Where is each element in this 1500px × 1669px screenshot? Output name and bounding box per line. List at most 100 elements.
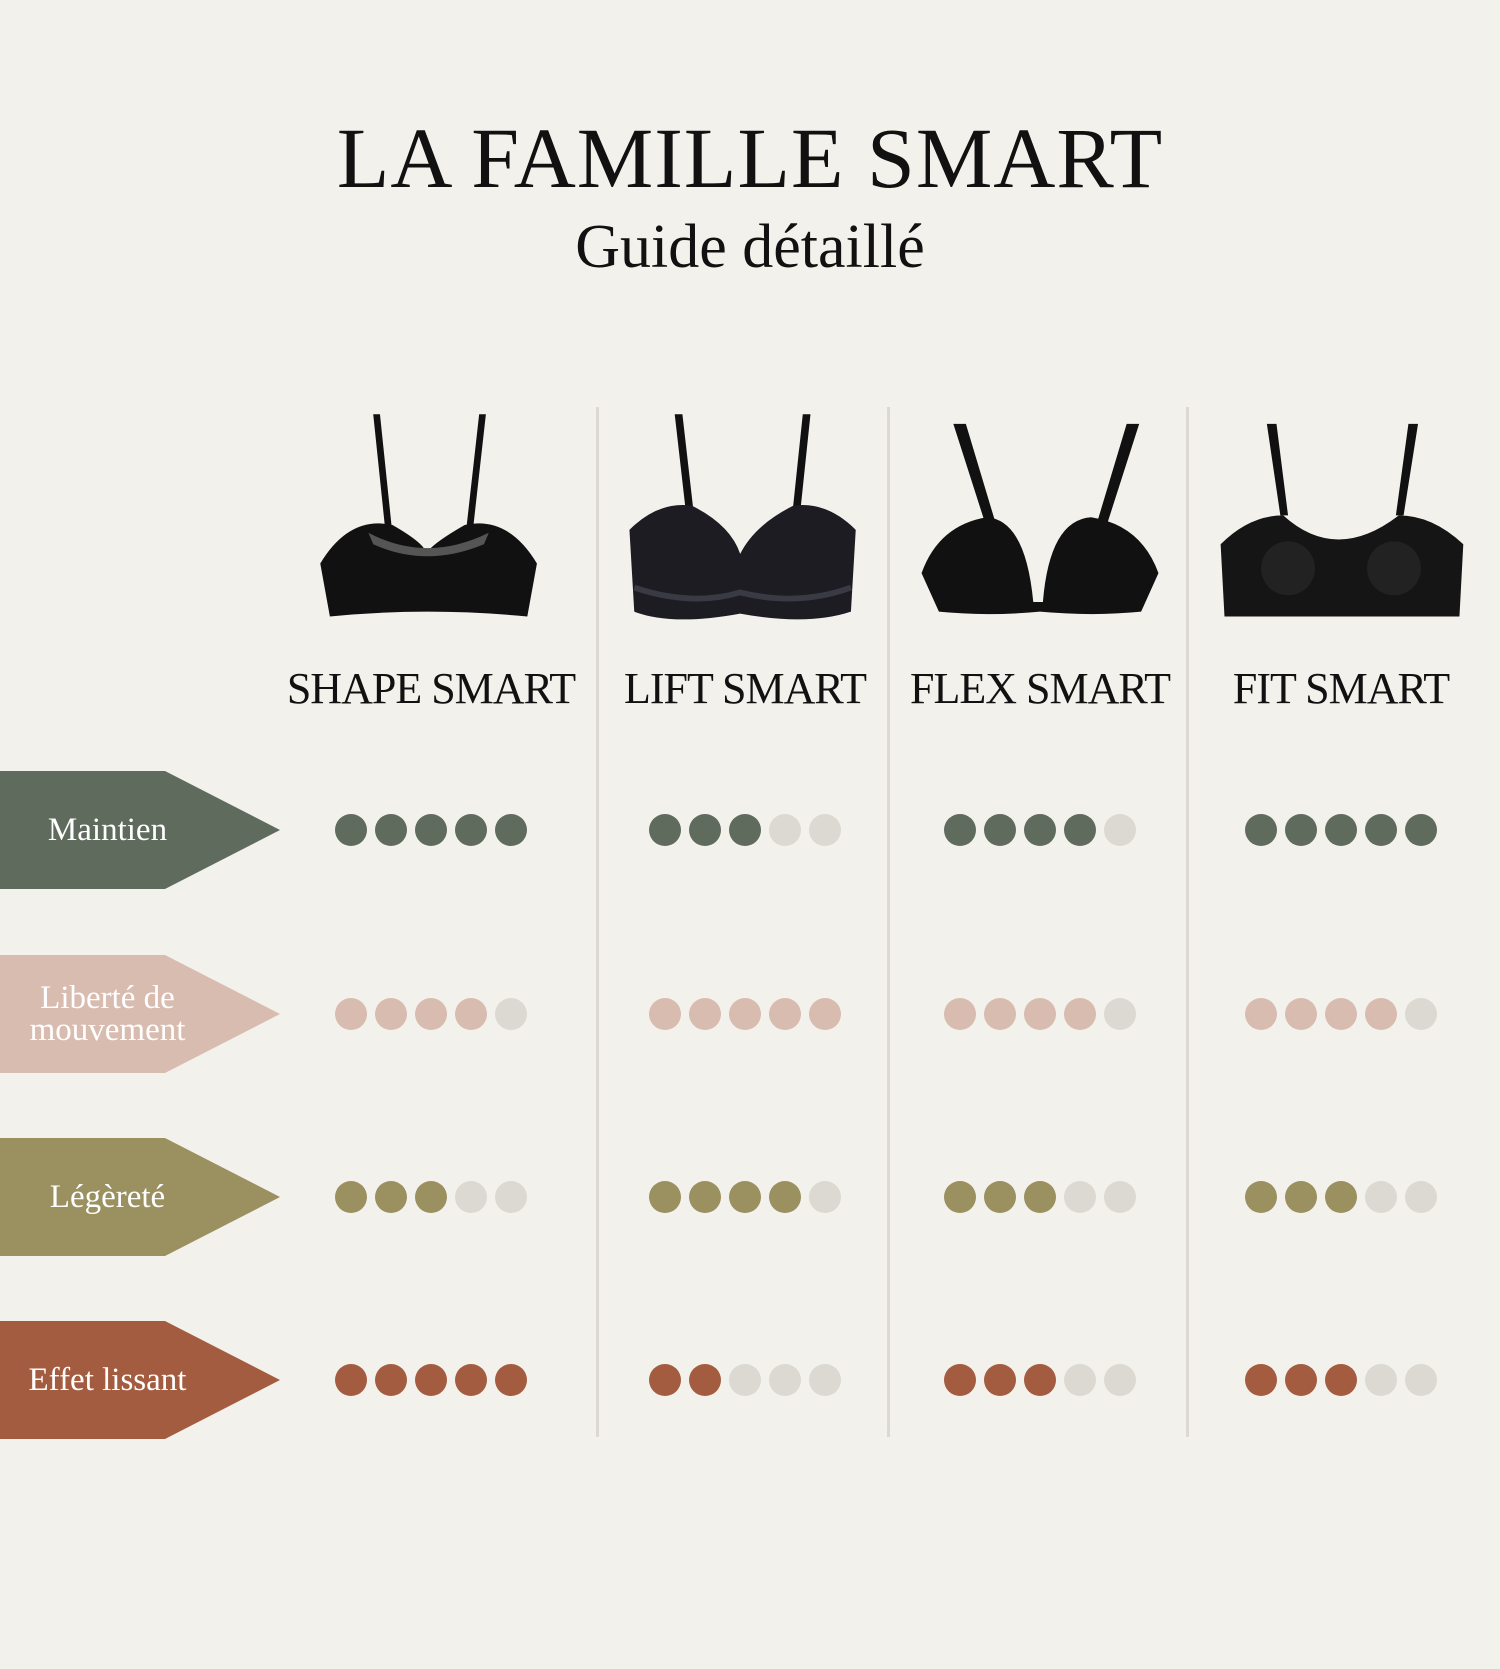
rating-dot-filled bbox=[1325, 1364, 1357, 1396]
rating-dot-filled bbox=[649, 1181, 681, 1213]
column-divider bbox=[596, 407, 599, 1437]
product-name: FIT SMART bbox=[1232, 664, 1450, 713]
product-image-black-wireless-plunge-bra bbox=[921, 423, 1159, 615]
rating-dot-filled bbox=[335, 1364, 367, 1396]
product-image-black-smooth-bra bbox=[320, 414, 537, 617]
column-divider bbox=[1186, 407, 1189, 1437]
rating-dot-filled bbox=[1245, 998, 1277, 1030]
rating-dot-empty bbox=[1365, 1181, 1397, 1213]
product-column-1: SHAPE SMART bbox=[286, 405, 576, 714]
rating-dot-empty bbox=[1405, 1364, 1437, 1396]
rating-dot-filled bbox=[689, 1181, 721, 1213]
product-image-black-lace-bralette bbox=[629, 414, 856, 620]
product-name: FLEX SMART bbox=[910, 664, 1171, 713]
rating-dot-filled bbox=[375, 1364, 407, 1396]
criterion-label: Effet lissant bbox=[28, 1362, 187, 1398]
rating-dot-empty bbox=[809, 1364, 841, 1396]
rating-dot-filled bbox=[1024, 1181, 1056, 1213]
product-column-4: FIT SMART bbox=[1196, 405, 1486, 714]
rating-dot-filled bbox=[1365, 998, 1397, 1030]
rating-dot-filled bbox=[1024, 814, 1056, 846]
rating-dot-filled bbox=[649, 998, 681, 1030]
rating-dot-filled bbox=[415, 1181, 447, 1213]
rating-dots bbox=[649, 1364, 841, 1396]
rating-dot-filled bbox=[944, 1181, 976, 1213]
product-name: SHAPE SMART bbox=[286, 664, 576, 713]
rating-dot-filled bbox=[495, 814, 527, 846]
rating-dot-filled bbox=[1245, 1364, 1277, 1396]
rating-dot-empty bbox=[1365, 1364, 1397, 1396]
rating-dots bbox=[1245, 998, 1437, 1030]
rating-dot-filled bbox=[375, 1181, 407, 1213]
rating-dot-filled bbox=[415, 1364, 447, 1396]
rating-dot-filled bbox=[1325, 1181, 1357, 1213]
column-divider bbox=[887, 407, 890, 1437]
rating-dots bbox=[944, 1364, 1136, 1396]
rating-dot-filled bbox=[415, 998, 447, 1030]
rating-dot-filled bbox=[375, 998, 407, 1030]
rating-dots bbox=[649, 814, 841, 846]
rating-dot-empty bbox=[769, 814, 801, 846]
rating-dot-filled bbox=[689, 1364, 721, 1396]
rating-dot-filled bbox=[689, 998, 721, 1030]
rating-dot-filled bbox=[455, 814, 487, 846]
page-subtitle: Guide détaillé bbox=[575, 213, 925, 281]
rating-dot-empty bbox=[455, 1181, 487, 1213]
rating-dot-filled bbox=[944, 814, 976, 846]
rating-dot-filled bbox=[455, 998, 487, 1030]
rating-dots bbox=[335, 1364, 527, 1396]
criterion-label-arrow: Effet lissant bbox=[0, 1321, 280, 1439]
rating-dot-empty bbox=[1104, 1181, 1136, 1213]
rating-dot-filled bbox=[729, 1181, 761, 1213]
criterion-label: Maintien bbox=[47, 812, 168, 848]
rating-dot-filled bbox=[1325, 814, 1357, 846]
rating-dot-filled bbox=[1285, 1364, 1317, 1396]
rating-dot-filled bbox=[649, 1364, 681, 1396]
product-column-2: LIFT SMART bbox=[600, 405, 890, 714]
product-image-black-scoop-bra bbox=[1220, 423, 1464, 617]
rating-dots bbox=[944, 1181, 1136, 1213]
criterion-label-arrow: Légèreté bbox=[0, 1138, 280, 1256]
rating-dot-filled bbox=[944, 1364, 976, 1396]
rating-dot-empty bbox=[1104, 1364, 1136, 1396]
rating-dot-empty bbox=[1064, 1181, 1096, 1213]
rating-dot-filled bbox=[335, 1181, 367, 1213]
rating-dot-empty bbox=[809, 814, 841, 846]
rating-dot-filled bbox=[1064, 998, 1096, 1030]
rating-dots bbox=[1245, 814, 1437, 846]
rating-dot-filled bbox=[1285, 1181, 1317, 1213]
rating-dot-empty bbox=[1104, 814, 1136, 846]
rating-dot-filled bbox=[1024, 998, 1056, 1030]
rating-dot-filled bbox=[335, 998, 367, 1030]
rating-dot-filled bbox=[729, 998, 761, 1030]
rating-dots bbox=[335, 814, 527, 846]
rating-dot-empty bbox=[729, 1364, 761, 1396]
criterion-label-arrow: Maintien bbox=[0, 771, 280, 889]
criterion-label: Liberté de mouvement bbox=[29, 980, 186, 1048]
rating-dot-filled bbox=[984, 814, 1016, 846]
criterion-label: Légèreté bbox=[49, 1179, 166, 1215]
rating-dot-filled bbox=[1405, 814, 1437, 846]
rating-dot-filled bbox=[375, 814, 407, 846]
rating-dot-filled bbox=[335, 814, 367, 846]
rating-dots bbox=[944, 998, 1136, 1030]
rating-dots bbox=[1245, 1181, 1437, 1213]
rating-dots bbox=[1245, 1364, 1437, 1396]
rating-dot-filled bbox=[495, 1364, 527, 1396]
rating-dot-filled bbox=[1245, 1181, 1277, 1213]
rating-dot-filled bbox=[984, 1364, 1016, 1396]
page-title: LA FAMILLE SMART bbox=[336, 110, 1164, 206]
rating-dot-filled bbox=[809, 998, 841, 1030]
rating-dot-empty bbox=[1104, 998, 1136, 1030]
rating-dot-filled bbox=[984, 998, 1016, 1030]
rating-dot-filled bbox=[769, 1181, 801, 1213]
rating-dots bbox=[335, 998, 527, 1030]
rating-dot-filled bbox=[1285, 814, 1317, 846]
rating-dot-filled bbox=[729, 814, 761, 846]
rating-dots bbox=[944, 814, 1136, 846]
rating-dot-empty bbox=[1405, 998, 1437, 1030]
product-column-3: FLEX SMART bbox=[895, 405, 1185, 714]
rating-dot-filled bbox=[984, 1181, 1016, 1213]
rating-dots bbox=[649, 1181, 841, 1213]
rating-dot-filled bbox=[1365, 814, 1397, 846]
